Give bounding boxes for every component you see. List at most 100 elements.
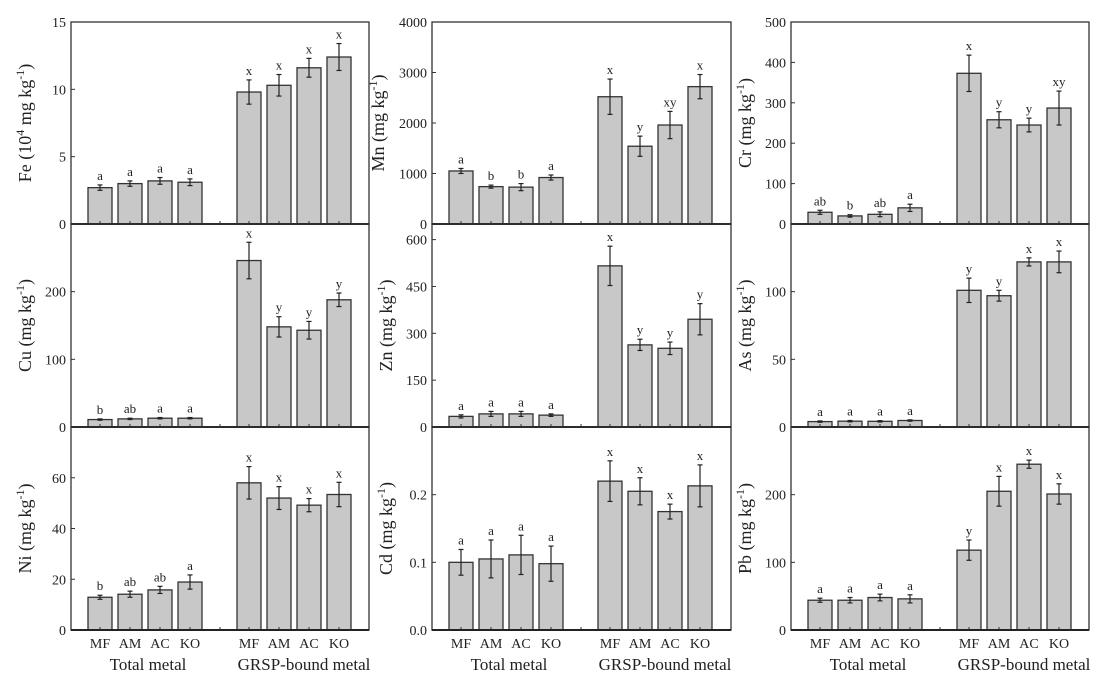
y-axis-label-close: ) xyxy=(368,75,389,81)
significance-letter: a xyxy=(458,532,464,547)
panel-pb: 0 100 200 Pb (mg kg-1) a a a a y x x x MF AM AC KO MF AM A… xyxy=(733,426,1091,674)
bar-grsp-am xyxy=(266,84,292,225)
plot-frame xyxy=(790,426,1090,631)
bar-grsp-ko xyxy=(326,493,352,631)
y-axis-label-superscript: -1 xyxy=(733,489,747,499)
bar-grsp-mf xyxy=(597,265,623,428)
x-category-label: AM xyxy=(629,637,652,652)
significance-letter: y xyxy=(1026,101,1033,116)
significance-letter: a xyxy=(488,394,494,409)
significance-letter: x xyxy=(1026,443,1033,458)
x-category-label: AM xyxy=(268,637,291,652)
significance-letter: a xyxy=(157,401,163,416)
x-category-label: MF xyxy=(810,637,830,652)
significance-letter: y xyxy=(276,300,283,315)
bar-grsp-mf xyxy=(236,482,262,631)
x-category-label: KO xyxy=(329,637,349,652)
y-tick-label: 3000 xyxy=(399,67,427,82)
panel-zn: 0 150 300 450 600 Zn (mg kg-1) a a a a x y y y xyxy=(374,223,732,436)
y-tick-label: 100 xyxy=(765,556,786,571)
x-category-label: MF xyxy=(451,637,471,652)
y-axis-label-superscript: -1 xyxy=(733,84,747,94)
group-label-total: Total metal xyxy=(110,655,187,674)
y-tick-label: 450 xyxy=(406,280,427,295)
x-category-label: KO xyxy=(541,637,561,652)
group-label-total: Total metal xyxy=(830,655,907,674)
y-axis-label-text: Mn (mg kg xyxy=(368,91,389,172)
y-tick-label: 0 xyxy=(59,421,66,436)
bar-grsp-am xyxy=(986,119,1012,225)
y-axis-label: Cd (mg kg-1) xyxy=(374,482,397,575)
bar-grsp-mf xyxy=(956,549,982,631)
significance-letter: a xyxy=(187,162,193,177)
y-axis-label: Pb (mg kg-1) xyxy=(733,483,756,574)
y-tick-label: 200 xyxy=(765,137,786,152)
plot-frame xyxy=(790,21,1090,225)
x-category-label: MF xyxy=(90,637,110,652)
bar-total-am xyxy=(837,599,863,631)
bar-grsp-am xyxy=(627,490,653,631)
x-category-label: AC xyxy=(660,637,679,652)
significance-letter: x xyxy=(637,461,644,476)
significance-letter: a xyxy=(518,518,524,533)
significance-letter: x xyxy=(1056,467,1063,482)
y-tick-label: 60 xyxy=(52,472,66,487)
y-tick-label: 50 xyxy=(772,353,786,368)
y-tick-label: 0.1 xyxy=(410,556,428,571)
y-axis-label-unit: mg kg xyxy=(15,80,35,130)
significance-letter: x xyxy=(667,487,674,502)
significance-letter: a xyxy=(187,558,193,573)
y-tick-label: 0.2 xyxy=(410,489,428,504)
group-label-total: Total metal xyxy=(471,655,548,674)
significance-letter: a xyxy=(847,404,853,419)
significance-letter: b xyxy=(847,198,854,213)
y-axis-label-close: ) xyxy=(376,482,397,488)
significance-letter: y xyxy=(306,304,313,319)
y-axis-label-superscript: 4 xyxy=(13,130,27,136)
bar-grsp-mf xyxy=(597,96,623,225)
bar-total-ko xyxy=(177,181,203,225)
significance-letter: a xyxy=(127,164,133,179)
bar-grsp-am xyxy=(627,344,653,428)
significance-letter: a xyxy=(458,151,464,166)
x-category-label: MF xyxy=(239,637,259,652)
bar-total-am xyxy=(478,185,504,225)
y-tick-label: 300 xyxy=(765,97,786,112)
y-tick-label: 0 xyxy=(420,218,427,233)
significance-letter: x xyxy=(607,444,614,459)
y-tick-label: 200 xyxy=(765,489,786,504)
y-axis-label-text: As (mg kg xyxy=(735,296,756,372)
y-axis-label: Cr (mg kg-1) xyxy=(733,78,756,168)
bar-grsp-ko xyxy=(326,299,352,428)
panel-fe: 0 5 10 15 Fe (104 mg kg-1) a a a a x x x x xyxy=(13,16,370,233)
y-axis-label-superscript: -1 xyxy=(13,70,27,80)
plot-frame xyxy=(431,21,732,225)
significance-letter: a xyxy=(907,403,913,418)
plot-frame xyxy=(70,21,370,225)
x-category-label: KO xyxy=(180,637,200,652)
significance-letter: y xyxy=(336,276,343,291)
significance-letter: ab xyxy=(124,574,136,589)
significance-letter: x xyxy=(1026,241,1033,256)
significance-letter: a xyxy=(97,168,103,183)
y-axis-label-close: ) xyxy=(15,279,36,285)
y-axis-label-text: Cd (mg kg xyxy=(376,498,397,575)
bar-grsp-mf xyxy=(236,91,262,225)
significance-letter: y xyxy=(697,287,704,302)
panel-as: 0 50 100 As (mg kg-1) a a a a y y x x xyxy=(733,223,1090,436)
y-tick-label: 200 xyxy=(45,286,66,301)
y-tick-label: 100 xyxy=(45,353,66,368)
y-tick-label: 15 xyxy=(52,16,66,31)
y-axis-label-superscript: -1 xyxy=(13,490,27,500)
significance-letter: a xyxy=(548,158,554,173)
significance-letter: x xyxy=(246,450,253,465)
y-axis-label-superscript: -1 xyxy=(374,286,388,296)
significance-letter: y xyxy=(966,261,973,276)
x-category-label: AC xyxy=(511,637,530,652)
significance-letter: a xyxy=(907,578,913,593)
y-axis-label-text: Cr (mg kg xyxy=(735,94,756,168)
y-tick-label: 150 xyxy=(406,374,427,389)
x-category-label: AC xyxy=(870,637,889,652)
significance-letter: y xyxy=(996,273,1003,288)
